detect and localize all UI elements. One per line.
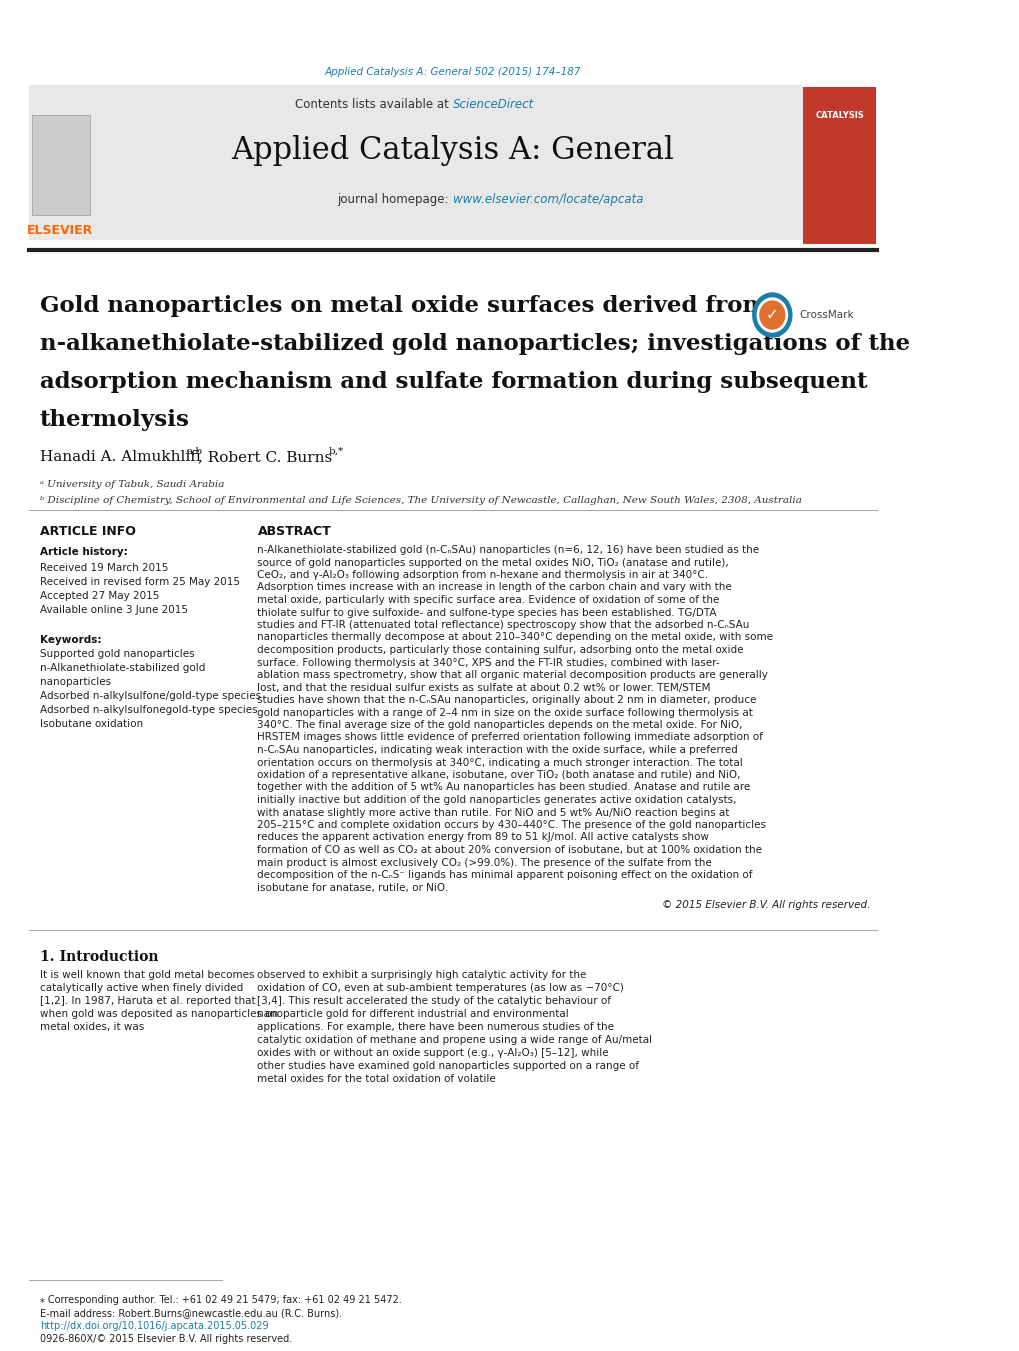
Text: metal oxides for the total oxidation of volatile: metal oxides for the total oxidation of … [257, 1074, 495, 1084]
Text: ᵇ Discipline of Chemistry, School of Environmental and Life Sciences, The Univer: ᵇ Discipline of Chemistry, School of Env… [40, 496, 801, 505]
Text: ELSEVIER: ELSEVIER [28, 223, 94, 236]
Text: 205–215°C and complete oxidation occurs by 430–440°C. The presence of the gold n: 205–215°C and complete oxidation occurs … [257, 820, 765, 830]
Text: studies have shown that the n-CₙSAu nanoparticles, originally about 2 nm in diam: studies have shown that the n-CₙSAu nano… [257, 694, 756, 705]
Text: Contents lists available at: Contents lists available at [294, 99, 452, 112]
Text: Received in revised form 25 May 2015: Received in revised form 25 May 2015 [40, 577, 239, 586]
Text: Keywords:: Keywords: [40, 635, 101, 644]
Text: Adsorbed n-alkylsulfonegold-type species: Adsorbed n-alkylsulfonegold-type species [40, 705, 258, 715]
Text: , Robert C. Burns: , Robert C. Burns [198, 450, 332, 463]
Text: Received 19 March 2015: Received 19 March 2015 [40, 563, 168, 573]
Text: ✓: ✓ [765, 308, 777, 323]
Text: n-alkanethiolate-stabilized gold nanoparticles; investigations of the: n-alkanethiolate-stabilized gold nanopar… [40, 332, 909, 355]
Text: nanoparticles thermally decompose at about 210–340°C depending on the metal oxid: nanoparticles thermally decompose at abo… [257, 632, 772, 643]
Text: applications. For example, there have been numerous studies of the: applications. For example, there have be… [257, 1021, 613, 1032]
Text: source of gold nanoparticles supported on the metal oxides NiO, TiO₂ (anatase an: source of gold nanoparticles supported o… [257, 558, 729, 567]
Text: CATALYSIS: CATALYSIS [814, 111, 863, 119]
Text: HRSTEM images shows little evidence of preferred orientation following immediate: HRSTEM images shows little evidence of p… [257, 732, 762, 743]
Text: with anatase slightly more active than rutile. For NiO and 5 wt% Au/NiO reaction: with anatase slightly more active than r… [257, 808, 730, 817]
Text: 340°C. The final average size of the gold nanoparticles depends on the metal oxi: 340°C. The final average size of the gol… [257, 720, 742, 730]
Text: Article history:: Article history: [40, 547, 127, 557]
Text: lost, and that the residual sulfur exists as sulfate at about 0.2 wt% or lower. : lost, and that the residual sulfur exist… [257, 682, 710, 693]
Text: isobutane for anatase, rutile, or NiO.: isobutane for anatase, rutile, or NiO. [257, 882, 448, 893]
Text: ARTICLE INFO: ARTICLE INFO [40, 526, 136, 538]
Text: ablation mass spectrometry, show that all organic material decomposition product: ablation mass spectrometry, show that al… [257, 670, 767, 680]
Text: www.elsevier.com/locate/apcata: www.elsevier.com/locate/apcata [452, 193, 643, 207]
Text: Isobutane oxidation: Isobutane oxidation [40, 719, 143, 730]
Text: It is well known that gold metal becomes: It is well known that gold metal becomes [40, 970, 254, 979]
Text: studies and FT-IR (attenuated total reflectance) spectroscopy show that the adso: studies and FT-IR (attenuated total refl… [257, 620, 749, 630]
Text: a,b: a,b [186, 447, 203, 457]
Text: other studies have examined gold nanoparticles supported on a range of: other studies have examined gold nanopar… [257, 1061, 639, 1071]
Text: gold nanoparticles with a range of 2–4 nm in size on the oxide surface following: gold nanoparticles with a range of 2–4 n… [257, 708, 753, 717]
Text: 1. Introduction: 1. Introduction [40, 950, 158, 965]
Text: nanoparticle gold for different industrial and environmental: nanoparticle gold for different industri… [257, 1009, 569, 1019]
Text: Accepted 27 May 2015: Accepted 27 May 2015 [40, 590, 159, 601]
FancyBboxPatch shape [30, 85, 90, 240]
Text: decomposition of the n-CₙS⁻ ligands has minimal apparent poisoning effect on the: decomposition of the n-CₙS⁻ ligands has … [257, 870, 752, 880]
FancyBboxPatch shape [32, 115, 90, 215]
Text: n-Alkanethiolate-stabilized gold (n-CₙSAu) nanoparticles (n=6, 12, 16) have been: n-Alkanethiolate-stabilized gold (n-CₙSA… [257, 544, 759, 555]
Text: initially inactive but addition of the gold nanoparticles generates active oxida: initially inactive but addition of the g… [257, 794, 736, 805]
Text: http://dx.doi.org/10.1016/j.apcata.2015.05.029: http://dx.doi.org/10.1016/j.apcata.2015.… [40, 1321, 268, 1331]
Text: 0926-860X/© 2015 Elsevier B.V. All rights reserved.: 0926-860X/© 2015 Elsevier B.V. All right… [40, 1333, 291, 1344]
Text: Hanadi A. Almukhlifi: Hanadi A. Almukhlifi [40, 450, 201, 463]
Text: decomposition products, particularly those containing sulfur, adsorbing onto the: decomposition products, particularly tho… [257, 644, 743, 655]
Text: CrossMark: CrossMark [798, 309, 853, 320]
FancyBboxPatch shape [803, 86, 875, 245]
Text: n-Alkanethiolate-stabilized gold: n-Alkanethiolate-stabilized gold [40, 663, 205, 673]
Text: Applied Catalysis A: General 502 (2015) 174–187: Applied Catalysis A: General 502 (2015) … [324, 68, 581, 77]
Text: [3,4]. This result accelerated the study of the catalytic behaviour of: [3,4]. This result accelerated the study… [257, 996, 610, 1006]
Text: nanoparticles: nanoparticles [40, 677, 111, 688]
Text: formation of CO as well as CO₂ at about 20% conversion of isobutane, but at 100%: formation of CO as well as CO₂ at about … [257, 844, 761, 855]
Text: ⁎ Corresponding author. Tel.: +61 02 49 21 5479; fax: +61 02 49 21 5472.: ⁎ Corresponding author. Tel.: +61 02 49 … [40, 1296, 401, 1305]
Text: Applied Catalysis A: General: Applied Catalysis A: General [231, 135, 674, 166]
Text: metal oxides, it was: metal oxides, it was [40, 1021, 144, 1032]
Text: catalytic oxidation of methane and propene using a wide range of Au/metal: catalytic oxidation of methane and prope… [257, 1035, 652, 1046]
Text: metal oxide, particularly with specific surface area. Evidence of oxidation of s: metal oxide, particularly with specific … [257, 594, 719, 605]
Text: when gold was deposited as nanoparticles on: when gold was deposited as nanoparticles… [40, 1009, 278, 1019]
Text: ᵃ University of Tabuk, Saudi Arabia: ᵃ University of Tabuk, Saudi Arabia [40, 480, 224, 489]
Text: Supported gold nanoparticles: Supported gold nanoparticles [40, 648, 195, 659]
Text: CeO₂, and γ-Al₂O₃ following adsorption from n-hexane and thermolysis in air at 3: CeO₂, and γ-Al₂O₃ following adsorption f… [257, 570, 708, 580]
Text: main product is almost exclusively CO₂ (>99.0%). The presence of the sulfate fro: main product is almost exclusively CO₂ (… [257, 858, 711, 867]
Text: Adsorbed n-alkylsulfone/gold-type species: Adsorbed n-alkylsulfone/gold-type specie… [40, 690, 261, 701]
Text: ScienceDirect: ScienceDirect [452, 99, 534, 112]
Text: Gold nanoparticles on metal oxide surfaces derived from: Gold nanoparticles on metal oxide surfac… [40, 295, 766, 317]
Text: E-mail address: Robert.Burns@newcastle.edu.au (R.C. Burns).: E-mail address: Robert.Burns@newcastle.e… [40, 1308, 341, 1319]
Text: catalytically active when finely divided: catalytically active when finely divided [40, 984, 243, 993]
Text: journal homepage:: journal homepage: [337, 193, 452, 207]
Text: thermolysis: thermolysis [40, 409, 190, 431]
Text: Available online 3 June 2015: Available online 3 June 2015 [40, 605, 187, 615]
Text: © 2015 Elsevier B.V. All rights reserved.: © 2015 Elsevier B.V. All rights reserved… [661, 900, 869, 911]
Text: adsorption mechanism and sulfate formation during subsequent: adsorption mechanism and sulfate formati… [40, 372, 866, 393]
Circle shape [752, 293, 791, 336]
FancyBboxPatch shape [66, 85, 803, 240]
Text: reduces the apparent activation energy from 89 to 51 kJ/mol. All active catalyst: reduces the apparent activation energy f… [257, 832, 708, 843]
Circle shape [759, 301, 784, 330]
Text: oxidation of a representative alkane, isobutane, over TiO₂ (both anatase and rut: oxidation of a representative alkane, is… [257, 770, 740, 780]
Text: n-CₙSAu nanoparticles, indicating weak interaction with the oxide surface, while: n-CₙSAu nanoparticles, indicating weak i… [257, 744, 738, 755]
Text: thiolate sulfur to give sulfoxide- and sulfone-type species has been established: thiolate sulfur to give sulfoxide- and s… [257, 608, 716, 617]
Text: Adsorption times increase with an increase in length of the carbon chain and var: Adsorption times increase with an increa… [257, 582, 732, 593]
Text: observed to exhibit a surprisingly high catalytic activity for the: observed to exhibit a surprisingly high … [257, 970, 586, 979]
Text: together with the addition of 5 wt% Au nanoparticles has been studied. Anatase a: together with the addition of 5 wt% Au n… [257, 782, 750, 793]
Text: surface. Following thermolysis at 340°C, XPS and the FT-IR studies, combined wit: surface. Following thermolysis at 340°C,… [257, 658, 719, 667]
Text: oxides with or without an oxide support (e.g., γ-Al₂O₃) [5–12], while: oxides with or without an oxide support … [257, 1048, 608, 1058]
Text: [1,2]. In 1987, Haruta et al. reported that: [1,2]. In 1987, Haruta et al. reported t… [40, 996, 256, 1006]
Circle shape [756, 299, 787, 332]
Text: ABSTRACT: ABSTRACT [257, 526, 331, 538]
Text: orientation occurs on thermolysis at 340°C, indicating a much stronger interacti: orientation occurs on thermolysis at 340… [257, 758, 743, 767]
Text: b,*: b,* [328, 447, 343, 457]
Text: oxidation of CO, even at sub-ambient temperatures (as low as −70°C): oxidation of CO, even at sub-ambient tem… [257, 984, 624, 993]
